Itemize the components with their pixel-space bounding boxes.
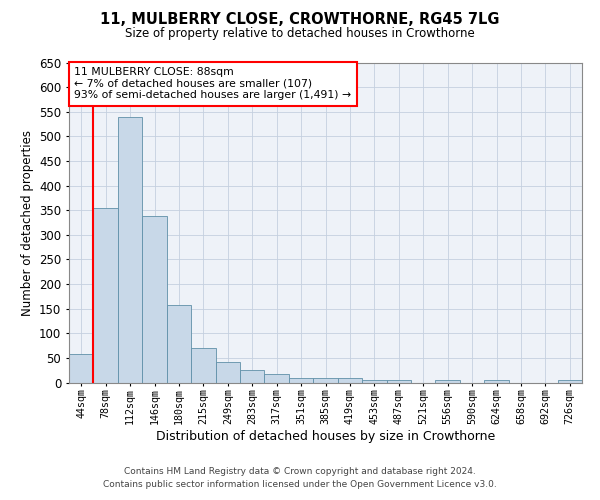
Bar — [94, 208, 118, 382]
Y-axis label: Number of detached properties: Number of detached properties — [20, 130, 34, 316]
Text: 11 MULBERRY CLOSE: 88sqm
← 7% of detached houses are smaller (107)
93% of semi-d: 11 MULBERRY CLOSE: 88sqm ← 7% of detache… — [74, 68, 351, 100]
Text: 11, MULBERRY CLOSE, CROWTHORNE, RG45 7LG: 11, MULBERRY CLOSE, CROWTHORNE, RG45 7LG — [100, 12, 500, 28]
Text: Size of property relative to detached houses in Crowthorne: Size of property relative to detached ho… — [125, 28, 475, 40]
X-axis label: Distribution of detached houses by size in Crowthorne: Distribution of detached houses by size … — [156, 430, 495, 442]
Bar — [436, 380, 460, 382]
Bar — [167, 305, 191, 382]
Bar — [557, 380, 582, 382]
Bar — [191, 348, 215, 382]
Bar — [289, 378, 313, 382]
Bar — [142, 216, 167, 382]
Bar — [69, 354, 94, 382]
Bar — [386, 380, 411, 382]
Bar — [362, 380, 386, 382]
Text: Contains public sector information licensed under the Open Government Licence v3: Contains public sector information licen… — [103, 480, 497, 489]
Bar — [240, 370, 265, 382]
Bar — [215, 362, 240, 382]
Bar — [484, 380, 509, 382]
Text: Contains HM Land Registry data © Crown copyright and database right 2024.: Contains HM Land Registry data © Crown c… — [124, 467, 476, 476]
Bar — [338, 378, 362, 382]
Bar — [313, 378, 338, 382]
Bar — [118, 116, 142, 382]
Bar — [265, 374, 289, 382]
